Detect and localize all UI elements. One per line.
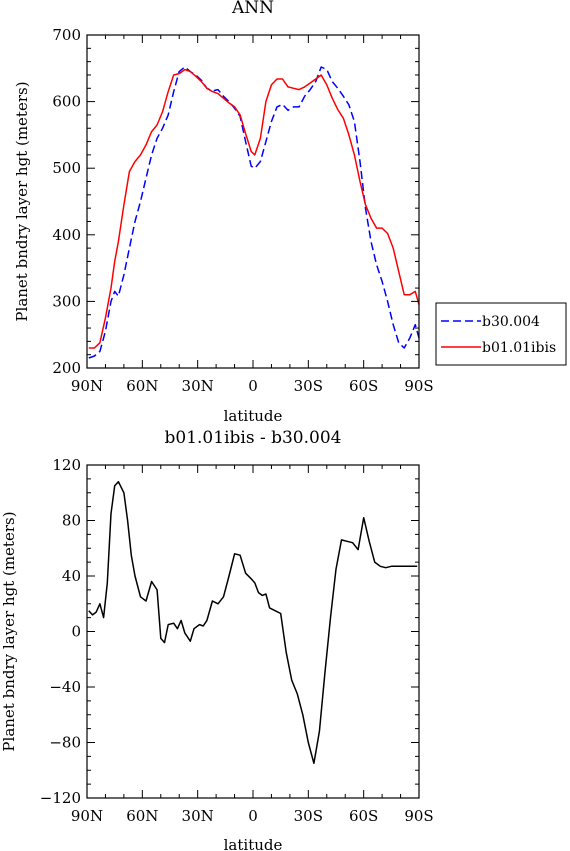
series-line-b01-01ibis [88, 68, 420, 349]
legend-box [435, 302, 567, 366]
x-axis-title: latitude [224, 407, 283, 425]
legend-label: b30.004 [482, 314, 540, 330]
x-tick-label: 30N [182, 807, 214, 825]
legend: b30.004 b01.01ibis [435, 302, 567, 366]
y-tick-label: 0 [71, 623, 81, 641]
x-tick-label: 90N [71, 377, 103, 395]
y-tick-label: 500 [52, 159, 81, 177]
x-tick-label: 30S [294, 807, 323, 825]
y-tick-label: 400 [52, 226, 81, 244]
x-tick-label: 30N [182, 377, 214, 395]
x-tick-label: 30S [294, 377, 323, 395]
y-axis-title: Planet bndry layer hgt (meters) [0, 511, 18, 751]
x-tick-label: 90S [404, 807, 433, 825]
x-tick-label: 0 [248, 807, 258, 825]
plot-frame [86, 34, 420, 369]
plot-frame [86, 464, 420, 799]
series-line-difference [88, 480, 418, 765]
y-axis-title: Planet bndry layer hgt (meters) [13, 81, 31, 321]
x-tick-label: 60S [349, 807, 378, 825]
y-tick-label: 80 [62, 512, 81, 530]
y-tick-label: 600 [52, 93, 81, 111]
y-tick-label: −40 [49, 678, 81, 696]
chart-title: ANN [231, 0, 274, 18]
chart-panel-2: b01.01ibis - b30.004 −120 −80 −40 0 40 80 120 90… [0, 428, 434, 851]
y-tick-label: −120 [40, 789, 81, 807]
y-tick-label: 700 [52, 26, 81, 44]
chart-panel-1: ANN 200 300 400 500 600 700 90N 60N 30N 0 30S 60S 90S… [13, 0, 567, 425]
y-tick-label: 300 [52, 292, 81, 310]
x-tick-label: 60N [126, 807, 158, 825]
x-tick-label: 60S [349, 377, 378, 395]
y-tick-label: 40 [62, 567, 81, 585]
chart-title: b01.01ibis - b30.004 [165, 428, 342, 448]
y-tick-label: −80 [49, 734, 81, 752]
x-tick-label: 90N [71, 807, 103, 825]
x-axis-title: latitude [224, 836, 283, 851]
x-tick-label: 60N [126, 377, 158, 395]
y-tick-label: 200 [52, 359, 81, 377]
y-tick-label: 120 [52, 456, 81, 474]
legend-label: b01.01ibis [482, 340, 556, 356]
x-tick-label: 0 [248, 377, 258, 395]
x-tick-label: 90S [404, 377, 433, 395]
